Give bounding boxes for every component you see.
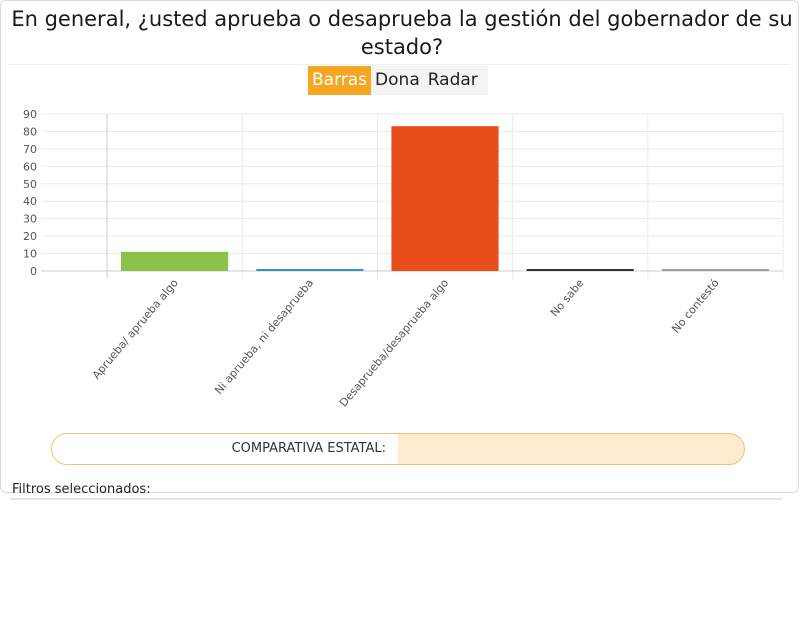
y-tick-label: 40	[23, 195, 37, 208]
bar-2	[391, 126, 499, 271]
bottom-divider	[10, 498, 782, 500]
x-tick-label: Aprueba/ aprueba algo	[90, 276, 181, 381]
y-tick-label: 60	[23, 160, 37, 173]
comparativa-estatal-bar[interactable]: COMPARATIVA ESTATAL:	[51, 433, 745, 465]
filters-label: Filtros seleccionados:	[12, 482, 151, 497]
bar-4	[661, 269, 769, 271]
title-divider	[7, 64, 789, 65]
chart-card: En general, ¿usted aprueba o desaprueba …	[0, 0, 799, 497]
x-tick-label: Ni aprueba, ni desaprueba	[212, 277, 316, 397]
tab-barras[interactable]: Barras	[308, 66, 372, 95]
y-tick-label: 30	[23, 213, 37, 226]
y-tick-label: 80	[23, 125, 37, 138]
y-tick-label: 50	[23, 178, 37, 191]
x-tick-label: No sabe	[548, 276, 587, 319]
chart-title: En general, ¿usted aprueba o desaprueba …	[11, 7, 793, 59]
tab-radar[interactable]: Radar	[427, 70, 478, 90]
x-tick-label: Desaprueba/desaprueba algo	[337, 276, 452, 409]
comparativa-label-area	[52, 434, 398, 464]
y-tick-label: 0	[30, 265, 37, 278]
y-tick-label: 70	[23, 143, 37, 156]
comparativa-label: COMPARATIVA ESTATAL:	[231, 441, 386, 456]
chart-type-tabs: Barras Dona Radar	[308, 66, 488, 95]
bar-1	[256, 269, 364, 271]
bar-0	[121, 251, 229, 271]
x-tick-label: No contestó	[669, 276, 722, 335]
bar-chart: 0 10 20 30 40 50 60 70 80 90 Aprueba/ aprueba algo…	[23, 108, 784, 409]
y-tick-label: 20	[23, 230, 37, 243]
y-tick-label: 10	[23, 248, 37, 261]
bar-3	[526, 269, 634, 271]
tab-dona[interactable]: Dona	[375, 70, 420, 90]
y-tick-label: 90	[23, 108, 37, 121]
